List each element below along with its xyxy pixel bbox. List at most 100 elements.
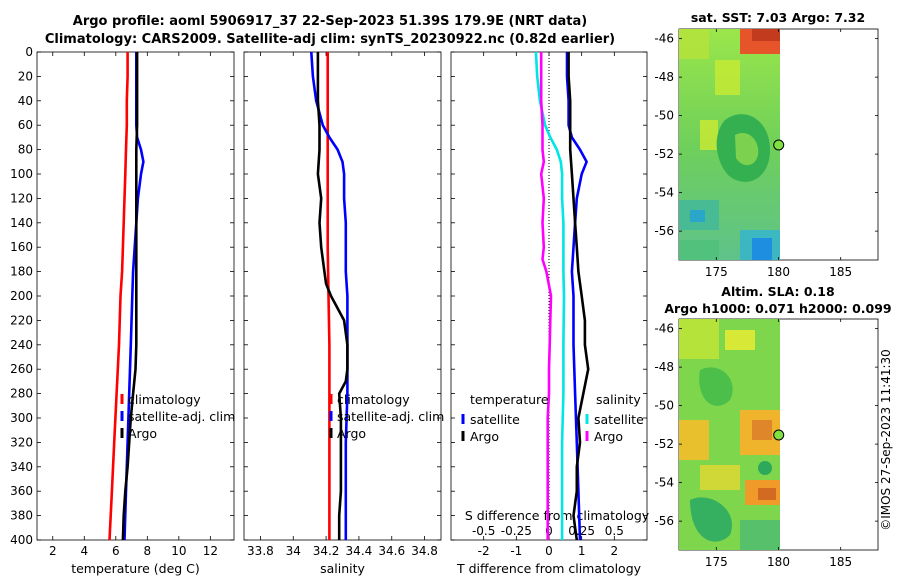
y-tick-label: 400 [10,533,33,547]
map-y-tick-label: -54 [654,476,674,490]
y-tick-label: 300 [10,411,33,425]
figure-title-line2: Climatology: CARS2009. Satellite-adj cli… [44,32,616,47]
x-tick-label: 34 [286,544,301,558]
x-tick-label: 6 [112,544,120,558]
x-axis-label: T difference from climatology [456,561,642,576]
legend-group-title: temperature [470,392,549,407]
profile-panel-1: 0 20 40 60 80 100 120 140 160 180 200 220 240 260 280 3… [10,45,235,576]
series-line [316,52,349,540]
map-x-tick-label: 185 [829,265,852,279]
sla-map-subtitle: Argo h1000: 0.071 h2000: 0.099 [664,301,891,316]
y-tick-label: 240 [10,338,33,352]
y-tick-label: 20 [18,69,33,83]
sst-map-panel: sat. SST: 7.03 Argo: 7.32 175 180 185 -46 -4… [654,10,879,279]
series-line [121,52,139,541]
x-tick-label: 34.2 [313,544,340,558]
legend-entry: satellite [470,412,520,427]
series-line [539,52,553,540]
x-tick-label: 2 [611,544,619,558]
y-tick-label: 320 [10,435,33,449]
map-y-tick-label: -48 [654,70,674,84]
legend-entry: Argo [594,429,623,444]
x-tick-label: 4 [80,544,88,558]
sla-argo-marker [773,429,785,441]
y-tick-label: 180 [10,265,33,279]
legend-entry: satellite-adj. clim [128,409,235,424]
map-y-tick-label: -52 [654,147,674,161]
x-tick-label: 34.6 [378,544,405,558]
y-tick-label: 160 [10,240,33,254]
plot-frame [243,51,442,541]
y-tick-label: 200 [10,289,33,303]
map-y-tick-label: -46 [654,32,674,46]
legend-entry: satellite [594,412,644,427]
imos-signature: ©IMOS 27-Sep-2023 11:41:30 [879,349,893,531]
sla-map-title: Altim. SLA: 0.18 [721,284,834,299]
sst-map-image [679,29,780,260]
figure-title-line1: Argo profile: aoml 5906917_37 22-Sep-202… [72,14,588,29]
map-x-tick-label: 175 [705,555,728,569]
legend-group-title: salinity [596,392,641,407]
map-y-tick-label: -48 [654,360,674,374]
series-line [534,51,566,540]
x-axis-label: temperature (deg C) [71,561,200,576]
y-tick-label: 60 [18,118,33,132]
map-y-tick-label: -52 [654,437,674,451]
profile-panel-3: -2 -1 0 1 2 T difference from climatology S di… [450,51,650,576]
s-diff-tick-label: 0.25 [568,524,595,538]
y-tick-label: 100 [10,167,33,181]
x-tick-label: 12 [203,544,218,558]
y-tick-label: 40 [18,94,33,108]
y-tick-label: 380 [10,509,33,523]
map-x-tick-label: 175 [705,265,728,279]
y-tick-label: 260 [10,362,33,376]
y-tick-label: 340 [10,460,33,474]
sst-map-title: sat. SST: 7.03 Argo: 7.32 [691,10,865,25]
y-tick-label: 120 [10,191,33,205]
map-y-tick-label: -50 [654,109,674,123]
map-y-tick-label: -46 [654,322,674,336]
map-y-tick-label: -54 [654,186,674,200]
x-tick-label: 8 [143,544,151,558]
legend-entry: climatology [128,392,201,407]
x-tick-label: 1 [578,544,586,558]
map-x-tick-label: 180 [767,265,790,279]
sla-map-panel: Altim. SLA: 0.18 Argo h1000: 0.071 h2000… [654,284,891,569]
x-tick-label: 34.4 [346,544,373,558]
s-diff-axis-label: S difference from climatology [465,508,650,523]
legend-entry: climatology [337,392,410,407]
map-y-tick-label: -56 [654,514,674,528]
y-tick-label: 80 [18,143,33,157]
profile-panel-2: 33.8 34 34.2 34.4 34.6 34.8 salinity climatolog… [243,51,444,576]
x-tick-label: -2 [478,544,490,558]
x-tick-label: 0 [545,544,553,558]
series-line [567,52,590,541]
map-x-tick-label: 185 [829,555,852,569]
map-x-tick-label: 180 [767,555,790,569]
legend-entry: Argo [128,426,157,441]
y-tick-label: 280 [10,387,33,401]
x-tick-label: 34.8 [411,544,438,558]
y-tick-label: 0 [25,45,33,59]
x-axis-label: salinity [320,561,365,576]
y-tick-label: 220 [10,313,33,327]
y-tick-label: 360 [10,484,33,498]
s-diff-tick-label: 0.5 [605,524,624,538]
x-tick-label: 33.8 [247,544,274,558]
sst-argo-marker [773,139,785,151]
s-diff-tick-label: -0.5 [472,524,495,538]
s-diff-tick-label: -0.25 [501,524,532,538]
map-y-tick-label: -56 [654,224,674,238]
y-tick-label: 140 [10,216,33,230]
legend-entry: Argo [337,426,366,441]
x-tick-label: -1 [510,544,522,558]
series-line [310,51,349,540]
series-line [108,52,129,541]
legend-entry: satellite-adj. clim [337,409,444,424]
sla-map-image [679,319,780,550]
map-y-tick-label: -50 [654,399,674,413]
x-tick-label: 10 [171,544,186,558]
series-line [565,52,588,541]
legend-entry: Argo [470,429,499,444]
